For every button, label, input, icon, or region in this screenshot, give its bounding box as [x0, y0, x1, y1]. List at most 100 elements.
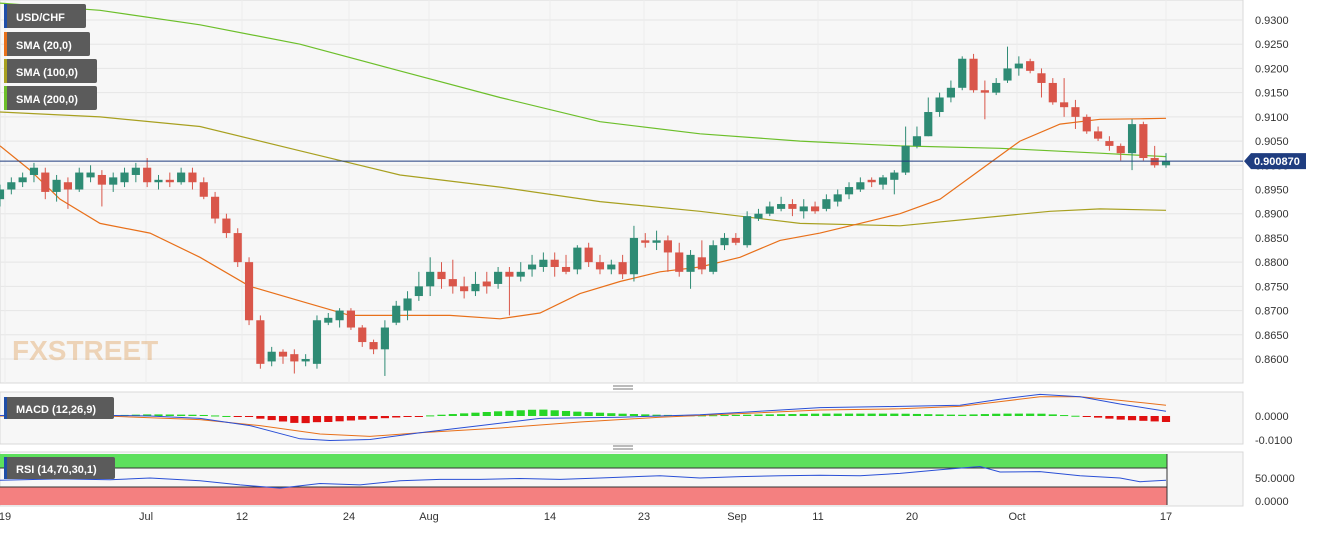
- candle: [777, 196, 786, 212]
- candle: [177, 167, 186, 185]
- candle-body: [290, 354, 299, 362]
- legend-label-sma200: SMA (200,0): [16, 94, 78, 106]
- candle: [618, 254, 627, 280]
- candle-body: [765, 206, 774, 214]
- macd-histogram-bar: [731, 414, 740, 416]
- candle: [1161, 153, 1171, 168]
- candle-body: [980, 90, 989, 93]
- legend-usdchf[interactable]: USD/CHF: [4, 4, 86, 28]
- candle-body: [267, 351, 276, 362]
- legend-sma20[interactable]: SMA (20,0): [4, 32, 90, 56]
- date-tick-label: Sep: [727, 511, 747, 523]
- macd-lines: [0, 393, 1167, 442]
- macd-histogram-bar: [403, 416, 412, 417]
- candle: [380, 320, 389, 376]
- candle: [403, 291, 412, 321]
- macd-histogram-bar: [324, 416, 333, 422]
- candle: [878, 174, 888, 190]
- candle-body: [256, 320, 265, 364]
- candle-body: [641, 240, 650, 243]
- date-tick-label: 19: [0, 511, 11, 523]
- candle-body: [618, 262, 627, 275]
- price-tick-label: 0.8700: [1255, 306, 1289, 318]
- candle: [561, 254, 571, 275]
- legend-box: [4, 457, 115, 479]
- date-tick-label: 17: [1160, 511, 1172, 523]
- legend-sma100[interactable]: SMA (100,0): [4, 59, 97, 83]
- candle: [414, 271, 423, 301]
- candle: [663, 235, 672, 272]
- price-tick-label: 0.8900: [1255, 209, 1289, 221]
- candle-body: [573, 247, 582, 270]
- macd-signal-path: [0, 396, 1167, 437]
- candle: [1105, 136, 1114, 151]
- candle: [301, 354, 310, 367]
- price-tick-label: 0.9100: [1255, 112, 1289, 124]
- candle-body: [935, 97, 944, 113]
- candle: [788, 199, 797, 217]
- macd-histogram-bar: [1060, 415, 1069, 417]
- candle-body: [448, 279, 457, 287]
- macd-histogram-bar: [607, 413, 616, 416]
- candle-body: [86, 172, 95, 178]
- macd-histogram-bar: [346, 416, 356, 421]
- candle: [244, 257, 254, 326]
- rsi-path: [0, 465, 1167, 489]
- price-tick-label: 0.9250: [1255, 39, 1289, 51]
- sma20-line: [0, 117, 1167, 320]
- candle: [267, 346, 276, 367]
- price-panel: [0, 0, 1244, 384]
- macd-panel: [0, 391, 1244, 445]
- candle: [290, 349, 299, 374]
- candle: [924, 97, 933, 137]
- candle-body: [324, 317, 333, 323]
- macd-histogram-bar: [1014, 413, 1023, 416]
- sma200-line: [0, 2, 1167, 158]
- candle-body: [810, 206, 820, 212]
- macd-histogram-bar: [471, 412, 480, 416]
- candle: [799, 199, 808, 219]
- legend-rsi[interactable]: RSI (14,70,30,1): [4, 457, 115, 479]
- date-tick-label: Oct: [1008, 511, 1025, 523]
- candle: [1082, 114, 1091, 134]
- candle: [1127, 119, 1137, 171]
- date-tick-label: 23: [638, 511, 650, 523]
- candle: [697, 240, 706, 275]
- candle-body: [1094, 131, 1103, 139]
- legend-label-usdchf: USD/CHF: [16, 12, 65, 24]
- candle: [912, 126, 922, 149]
- macd-histogram-bar: [539, 409, 548, 416]
- candle: [346, 308, 356, 330]
- legend-macd[interactable]: MACD (12,26,9): [4, 397, 114, 419]
- candle: [958, 56, 967, 91]
- candle-body: [7, 182, 16, 190]
- macd-histogram-bar: [426, 415, 435, 417]
- candle: [1048, 78, 1057, 105]
- macd-histogram-bar: [912, 413, 922, 416]
- candle: [607, 259, 616, 275]
- candle-body: [743, 216, 752, 246]
- legend-sma200[interactable]: SMA (200,0): [4, 86, 97, 110]
- macd-histogram-bar: [573, 411, 582, 416]
- candle-body: [1014, 63, 1023, 69]
- price-tick-label: 0.8950: [1255, 185, 1289, 197]
- legend-swatch: [4, 397, 7, 419]
- price-tick-label: 0.8600: [1255, 354, 1289, 366]
- candle-body: [539, 259, 548, 267]
- panel-resize-handle[interactable]: [613, 385, 633, 390]
- candle-body: [890, 172, 899, 180]
- macd-histogram-bar: [188, 414, 197, 416]
- candle-body: [527, 264, 537, 270]
- sma20-path: [0, 117, 1167, 320]
- candle: [505, 266, 514, 316]
- candle: [969, 53, 978, 93]
- candle-body: [1026, 61, 1035, 71]
- macd-histogram-bar: [267, 416, 276, 421]
- candle-body: [437, 271, 446, 280]
- candle: [833, 189, 842, 207]
- macd-histogram-bar: [301, 416, 310, 424]
- macd-histogram-bar: [244, 416, 254, 417]
- panel-resize-handle[interactable]: [613, 445, 633, 450]
- candle: [154, 174, 163, 190]
- macd-histogram-bar: [312, 416, 322, 423]
